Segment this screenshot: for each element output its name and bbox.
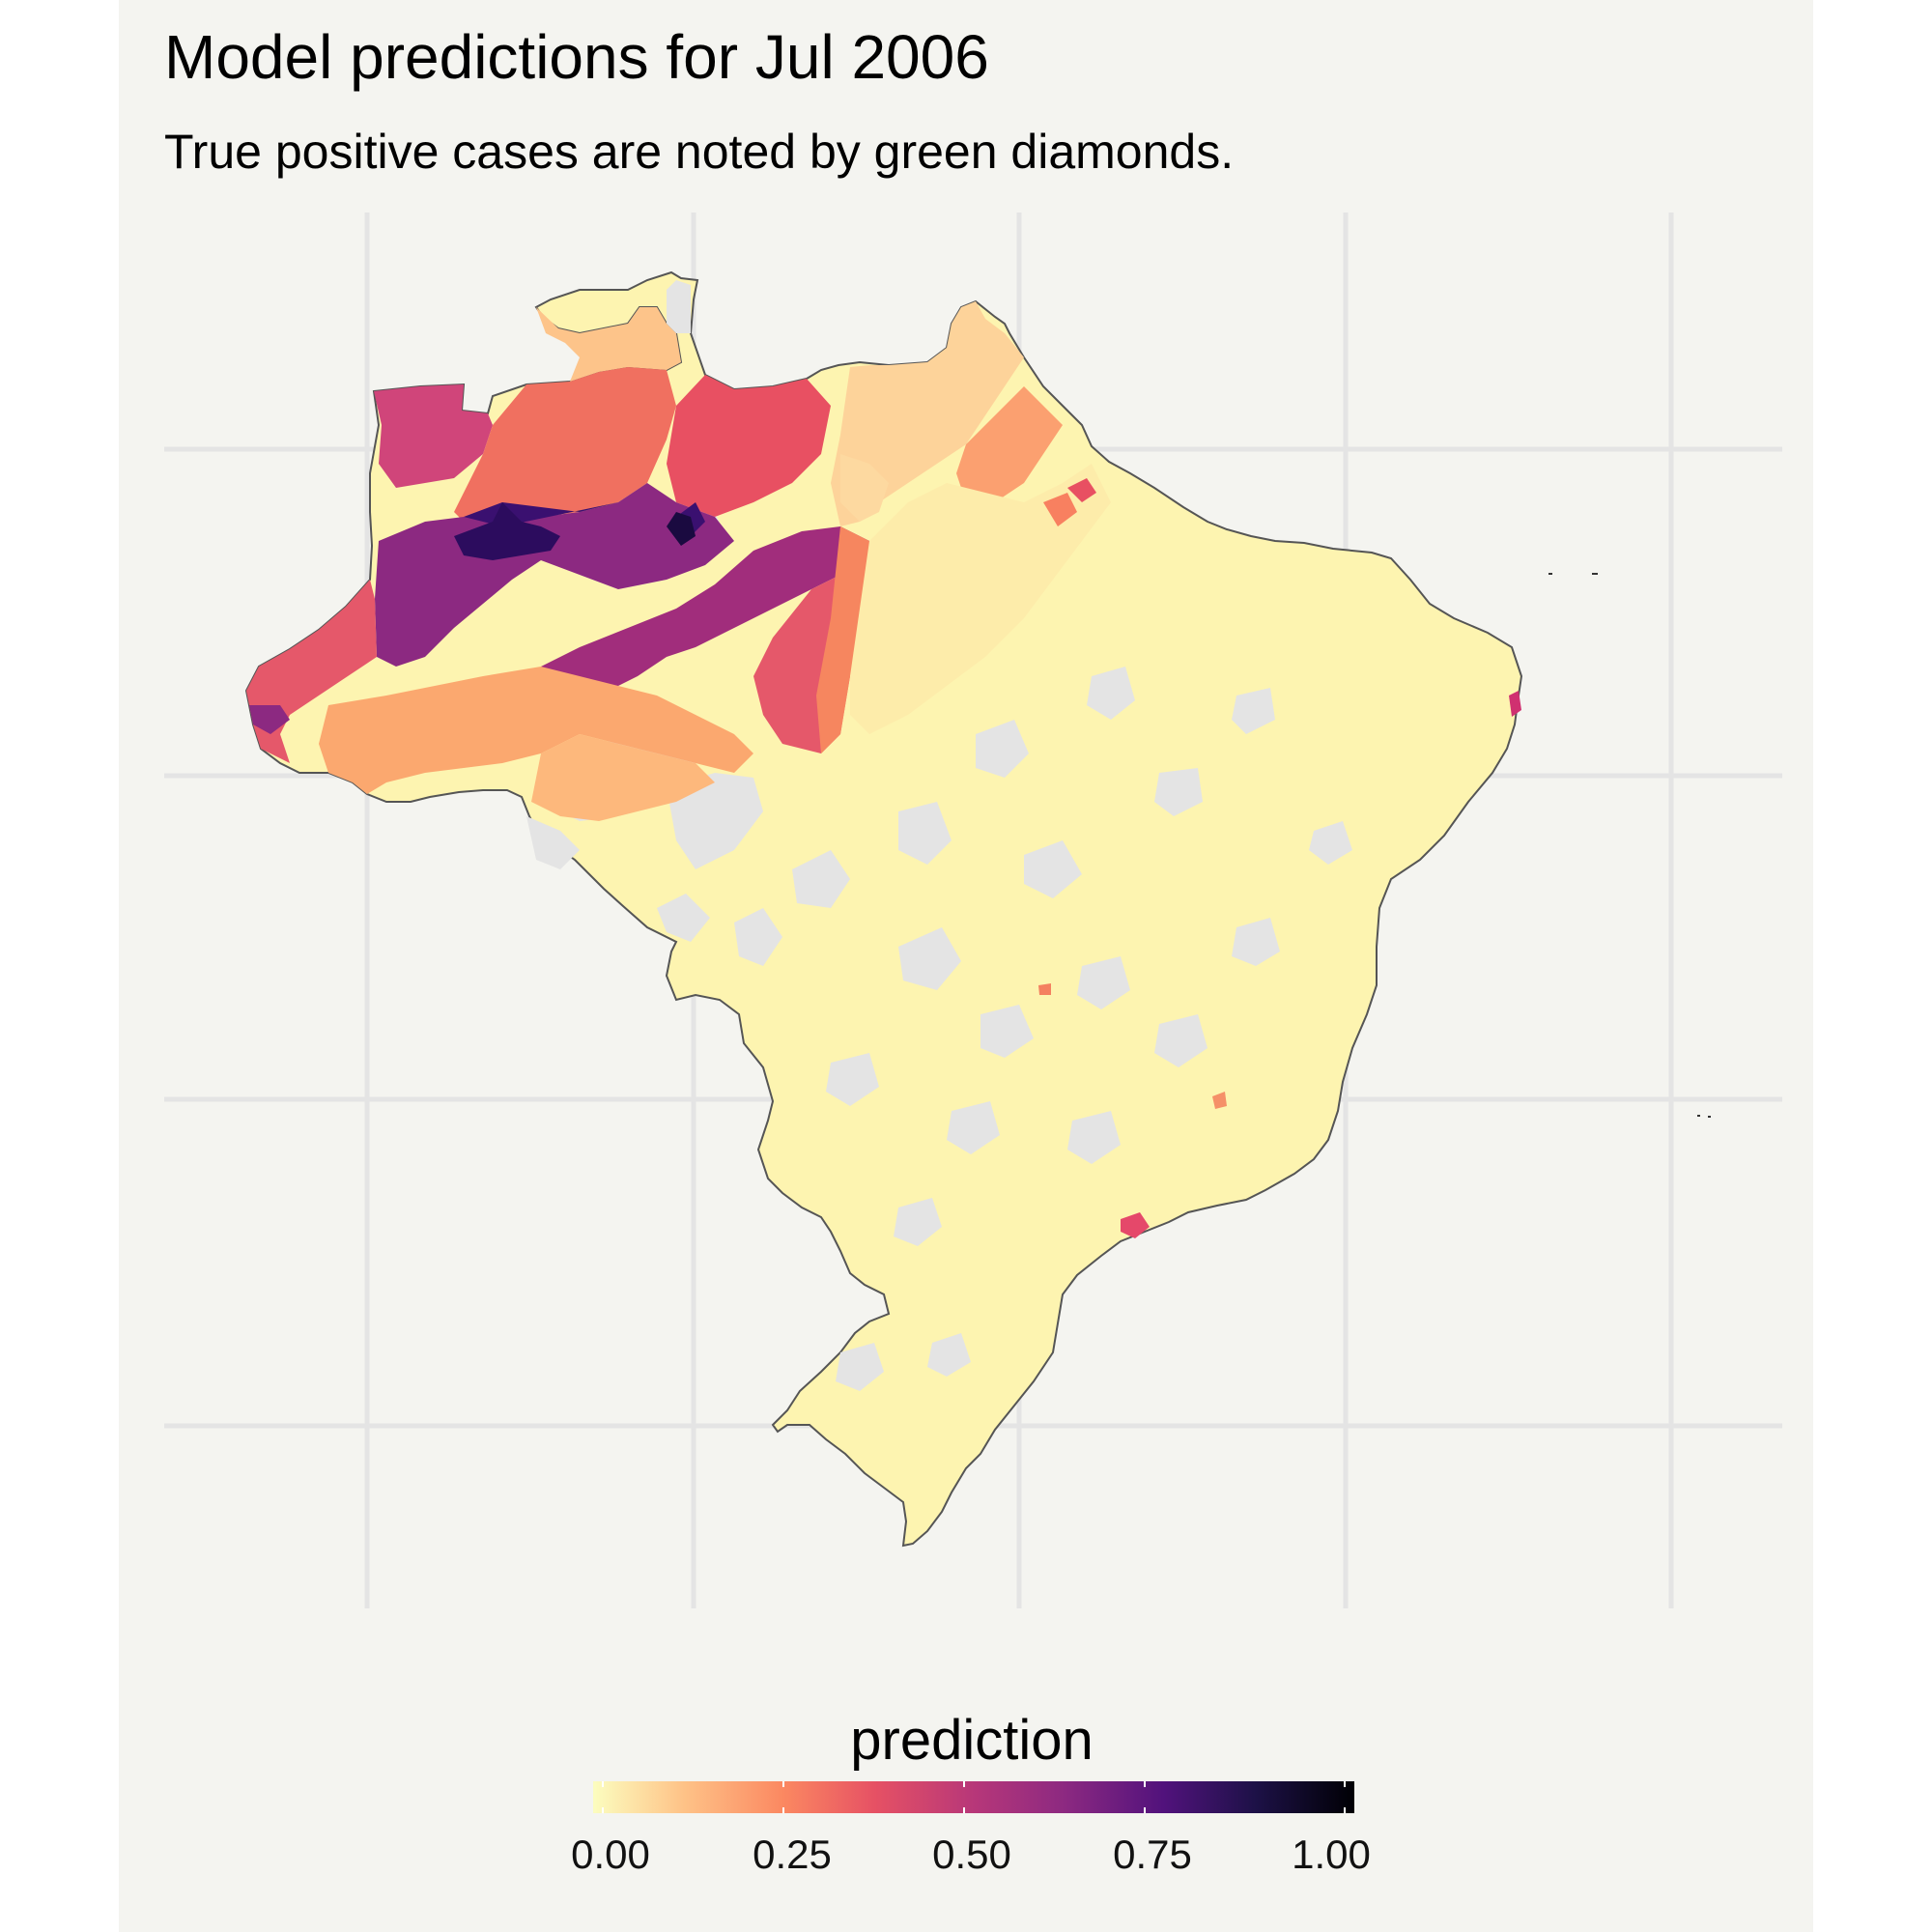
page-title: Model predictions for Jul 2006 [164,22,989,92]
legend-tick-label: 1.00 [1292,1832,1371,1877]
para-north-light [840,454,889,522]
rondonia-orange [531,734,715,821]
para-central [831,301,1024,526]
para-east-light [850,464,1111,734]
page-subtitle: True positive cases are noted by green d… [164,125,1235,179]
brazil-map [244,270,1523,1548]
legend-tick-label: 0.00 [571,1832,650,1877]
maranhao-coast-red [1067,478,1096,502]
no-data-areas [526,502,1352,1391]
acre-purple [249,705,290,734]
amapa-orange [956,386,1063,502]
offshore-islands [1548,573,1711,1118]
sao-paulo-red [1121,1212,1150,1238]
legend-tick-label: 0.50 [932,1832,1011,1877]
amazonas-central-purple [541,526,869,696]
amazonas-river-corridor [464,502,705,536]
legend-colorbar [593,1781,1354,1813]
legend-tick-label: 0.75 [1113,1832,1192,1877]
legend-title: prediction [850,1709,1094,1772]
amazonas-darkest [667,512,696,546]
rj-orange [1212,1092,1227,1109]
minas-orange-dot [1038,983,1051,995]
roraima-north [667,280,691,333]
roraima-region [536,307,681,382]
amazonas-west-strip [375,483,734,667]
amazonas-northeast [667,375,831,517]
amazonas-dark [454,502,560,560]
legend-tick-label: 0.25 [753,1832,832,1877]
natal-red [1509,691,1521,717]
amazonas-south-orange [319,667,753,794]
maranhao-coast-orange [1043,493,1077,526]
amazonas-northwest [374,384,493,488]
amazonas-north [454,367,676,531]
